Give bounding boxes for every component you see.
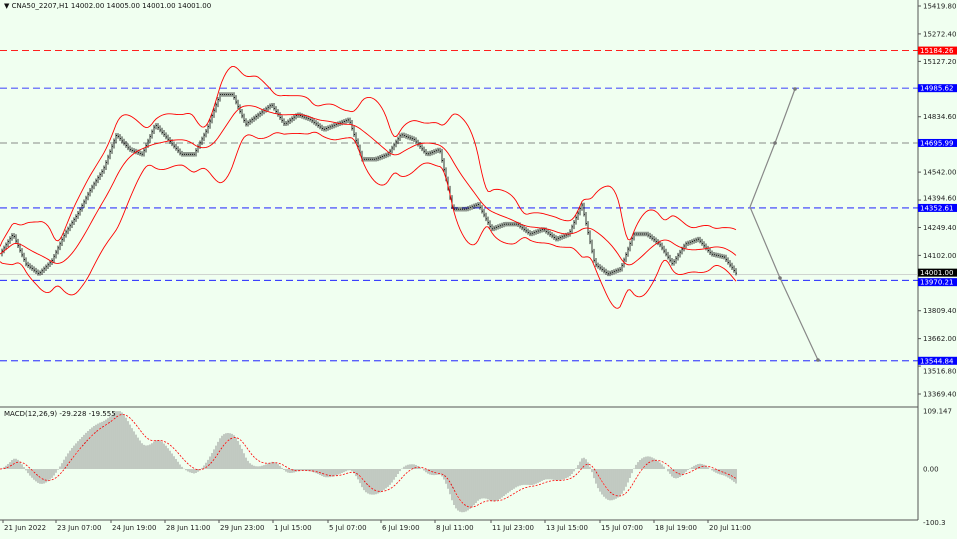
time-tick-label: 18 Jul 19:00 [655,524,697,532]
collapse-triangle-icon[interactable]: ▼ [4,2,12,10]
time-tick-label: 13 Jul 15:00 [546,524,588,532]
current-price-label: 14001.00 [920,269,953,277]
time-tick-label: 1 Jul 15:00 [274,524,312,532]
time-tick-label: 24 Jun 19:00 [112,524,156,532]
price-tick-label: 14834.60 [923,113,956,121]
bb-middle-line [0,105,737,266]
level-label-bg [918,356,957,365]
price-tick-label: 15419.80 [923,3,956,11]
arrow-point-marker [793,87,797,91]
price-tick-label: 13369.40 [923,391,956,399]
current-price-bg [918,268,957,277]
macd-tick-label: -100.3 [923,519,946,527]
bb-lower-band [0,131,737,309]
time-tick-label: 28 Jun 11:00 [166,524,210,532]
price-tick-label: 14102.00 [923,252,956,260]
time-tick-label: 21 Jun 2022 [4,524,46,532]
symbol-ohlc-text: CNA50_2207,H1 14002.00 14005.00 14001.00… [11,2,212,10]
arrow-point-marker [778,276,782,280]
price-tick-label: 14249.40 [923,224,956,232]
symbol-header: ▼ CNA50_2207,H1 14002.00 14005.00 14001.… [4,2,211,10]
level-label: 13970.21 [920,279,953,287]
time-tick-label: 20 Jul 11:00 [709,524,751,532]
projection-arrow-up [749,88,796,208]
projection-arrow-down [749,206,819,361]
price-tick-label: 15127.20 [923,58,956,66]
macd-signal-line [0,414,737,508]
time-tick-label: 5 Jul 07:00 [329,524,367,532]
macd-tick-label: 109.147 [923,408,952,416]
time-tick-label: 6 Jul 19:00 [382,524,420,532]
level-label: 15184.26 [920,47,954,55]
bb-upper-band [0,66,737,247]
level-label-bg [918,138,957,147]
time-tick-label: 11 Jul 23:00 [492,524,534,532]
time-tick-label: 8 Jul 11:00 [436,524,474,532]
level-label: 14985.62 [920,85,953,93]
level-label: 13544.84 [920,357,954,365]
time-tick-label: 15 Jul 07:00 [601,524,643,532]
price-tick-label: 13809.40 [923,307,956,315]
price-tick-label: 14394.60 [923,194,956,202]
level-label-bg [918,203,957,212]
time-tick-label: 23 Jun 07:00 [57,524,101,532]
macd-tick-label: 0.00 [923,466,939,474]
price-tick-label: 14542.00 [923,169,956,177]
price-tick-label: 13516.80 [923,367,956,375]
level-label-bg [918,46,957,55]
level-label: 14695.99 [920,139,953,147]
arrow-point-marker [773,141,777,145]
level-label-bg [918,84,957,93]
time-tick-label: 29 Jun 23:00 [220,524,264,532]
level-label-bg [918,278,957,287]
arrow-point-marker [816,358,820,362]
level-label: 14352.61 [920,204,953,212]
price-tick-label: 15272.40 [923,30,956,38]
price-tick-label: 13662.00 [923,335,956,343]
macd-header: MACD(12,26,9) -29.228 -19.555 [4,410,116,418]
